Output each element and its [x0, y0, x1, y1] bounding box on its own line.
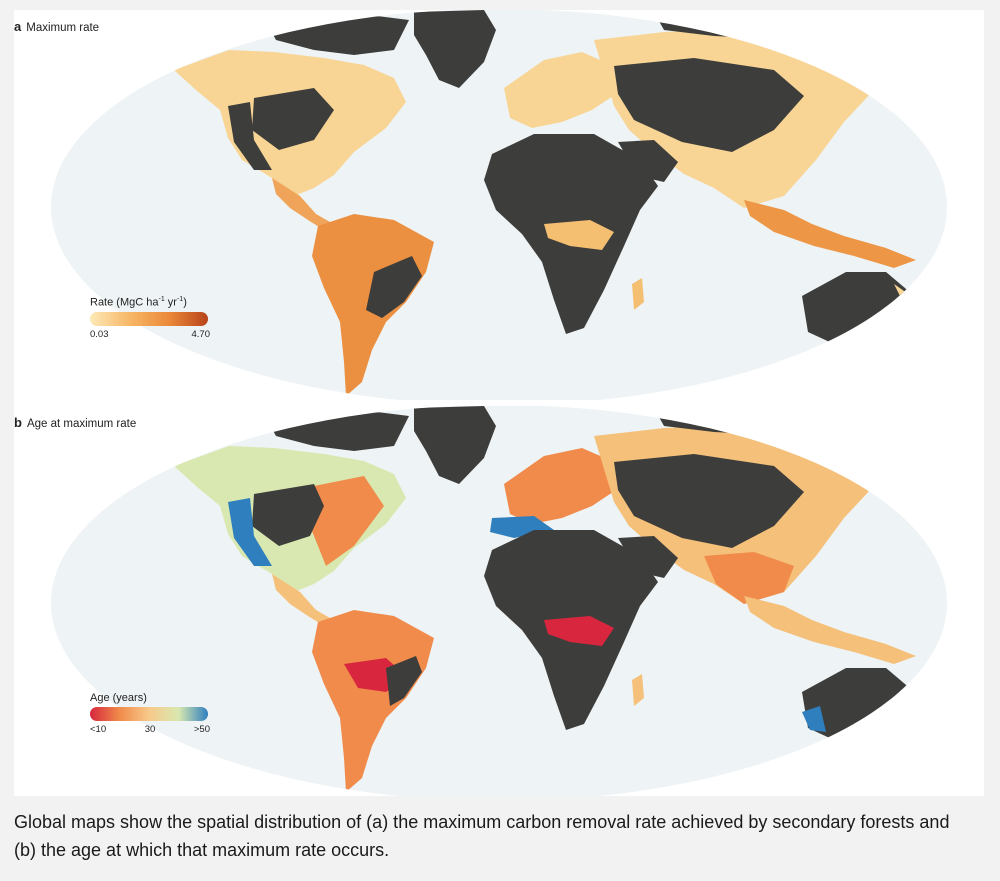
south-america-dry-a [366, 256, 422, 318]
panel-a-title: Maximum rate [26, 22, 100, 34]
map-b [51, 406, 947, 796]
central-america-a [272, 178, 330, 230]
rate-legend: Rate (MgC ha-1 yr-1) 0.03 4.70 [90, 296, 210, 343]
age-tick-mid: 30 [144, 724, 156, 735]
new-zealand-a [930, 340, 947, 370]
southeast-asia-a [744, 200, 916, 268]
panel-a-letter: a [14, 19, 22, 34]
rate-max-label: 4.70 [191, 328, 211, 340]
arabia-b [618, 536, 678, 578]
central-africa-b [544, 616, 614, 646]
age-tick-max: >50 [193, 724, 210, 735]
asia-interior-b [614, 454, 804, 548]
arabia-a [618, 140, 678, 182]
panel-b-title: Age at maximum rate [26, 418, 137, 430]
madagascar-a [632, 278, 644, 310]
southeast-asia-b [744, 596, 916, 664]
figure: a Maximum rate Rate (MgC ha-1 yr-1) 0.03 … [14, 10, 984, 796]
age-legend-title: Age (years) [90, 692, 147, 704]
australia-southwest-b [802, 706, 826, 732]
age-color-bar [90, 707, 208, 721]
age-tick-min: <10 [90, 724, 107, 735]
north-america-west-a [228, 102, 272, 170]
south-america-b [312, 610, 434, 792]
north-america-west-b [228, 498, 272, 566]
asia-interior-a [614, 58, 804, 152]
landmasses-a [174, 10, 947, 396]
madagascar-b [632, 674, 644, 706]
rate-color-bar [90, 311, 208, 326]
figure-caption: Global maps show the spatial distributio… [14, 812, 950, 860]
australia-southeast-b [860, 726, 908, 748]
rate-legend-title: Rate (MgC ha-1 yr-1) [90, 296, 187, 309]
europe-b [504, 448, 616, 524]
south-asia-b [704, 552, 794, 604]
greenland-b [414, 406, 496, 484]
rate-min-label: 0.03 [90, 328, 109, 340]
north-america-interior-b [252, 484, 324, 546]
panel-b-heading: b Age at maximum rate [14, 415, 136, 430]
greenland-a [414, 10, 496, 88]
central-africa-a [544, 220, 614, 250]
panel-b-letter: b [14, 415, 22, 430]
europe-a [504, 52, 616, 128]
panel-a-heading: a Maximum rate [14, 19, 99, 34]
north-america-interior-a [252, 88, 334, 150]
age-legend: Age (years) <10 30 >50 [90, 692, 210, 738]
map-a [51, 10, 947, 400]
south-america-dry-b [386, 656, 422, 706]
age-legend-ticks: <10 30 >50 [90, 724, 210, 738]
panel-a-maximum-rate: a Maximum rate Rate (MgC ha-1 yr-1) 0.03 … [14, 10, 984, 400]
new-zealand-b [930, 736, 947, 766]
landmasses-b [174, 406, 947, 792]
panel-b-age-at-maximum-rate: b Age at maximum rate Age (years) <10 30 … [14, 406, 984, 796]
rate-legend-ticks: 0.03 4.70 [90, 329, 210, 343]
central-america-b [272, 574, 330, 626]
north-america-east-b [310, 476, 384, 566]
